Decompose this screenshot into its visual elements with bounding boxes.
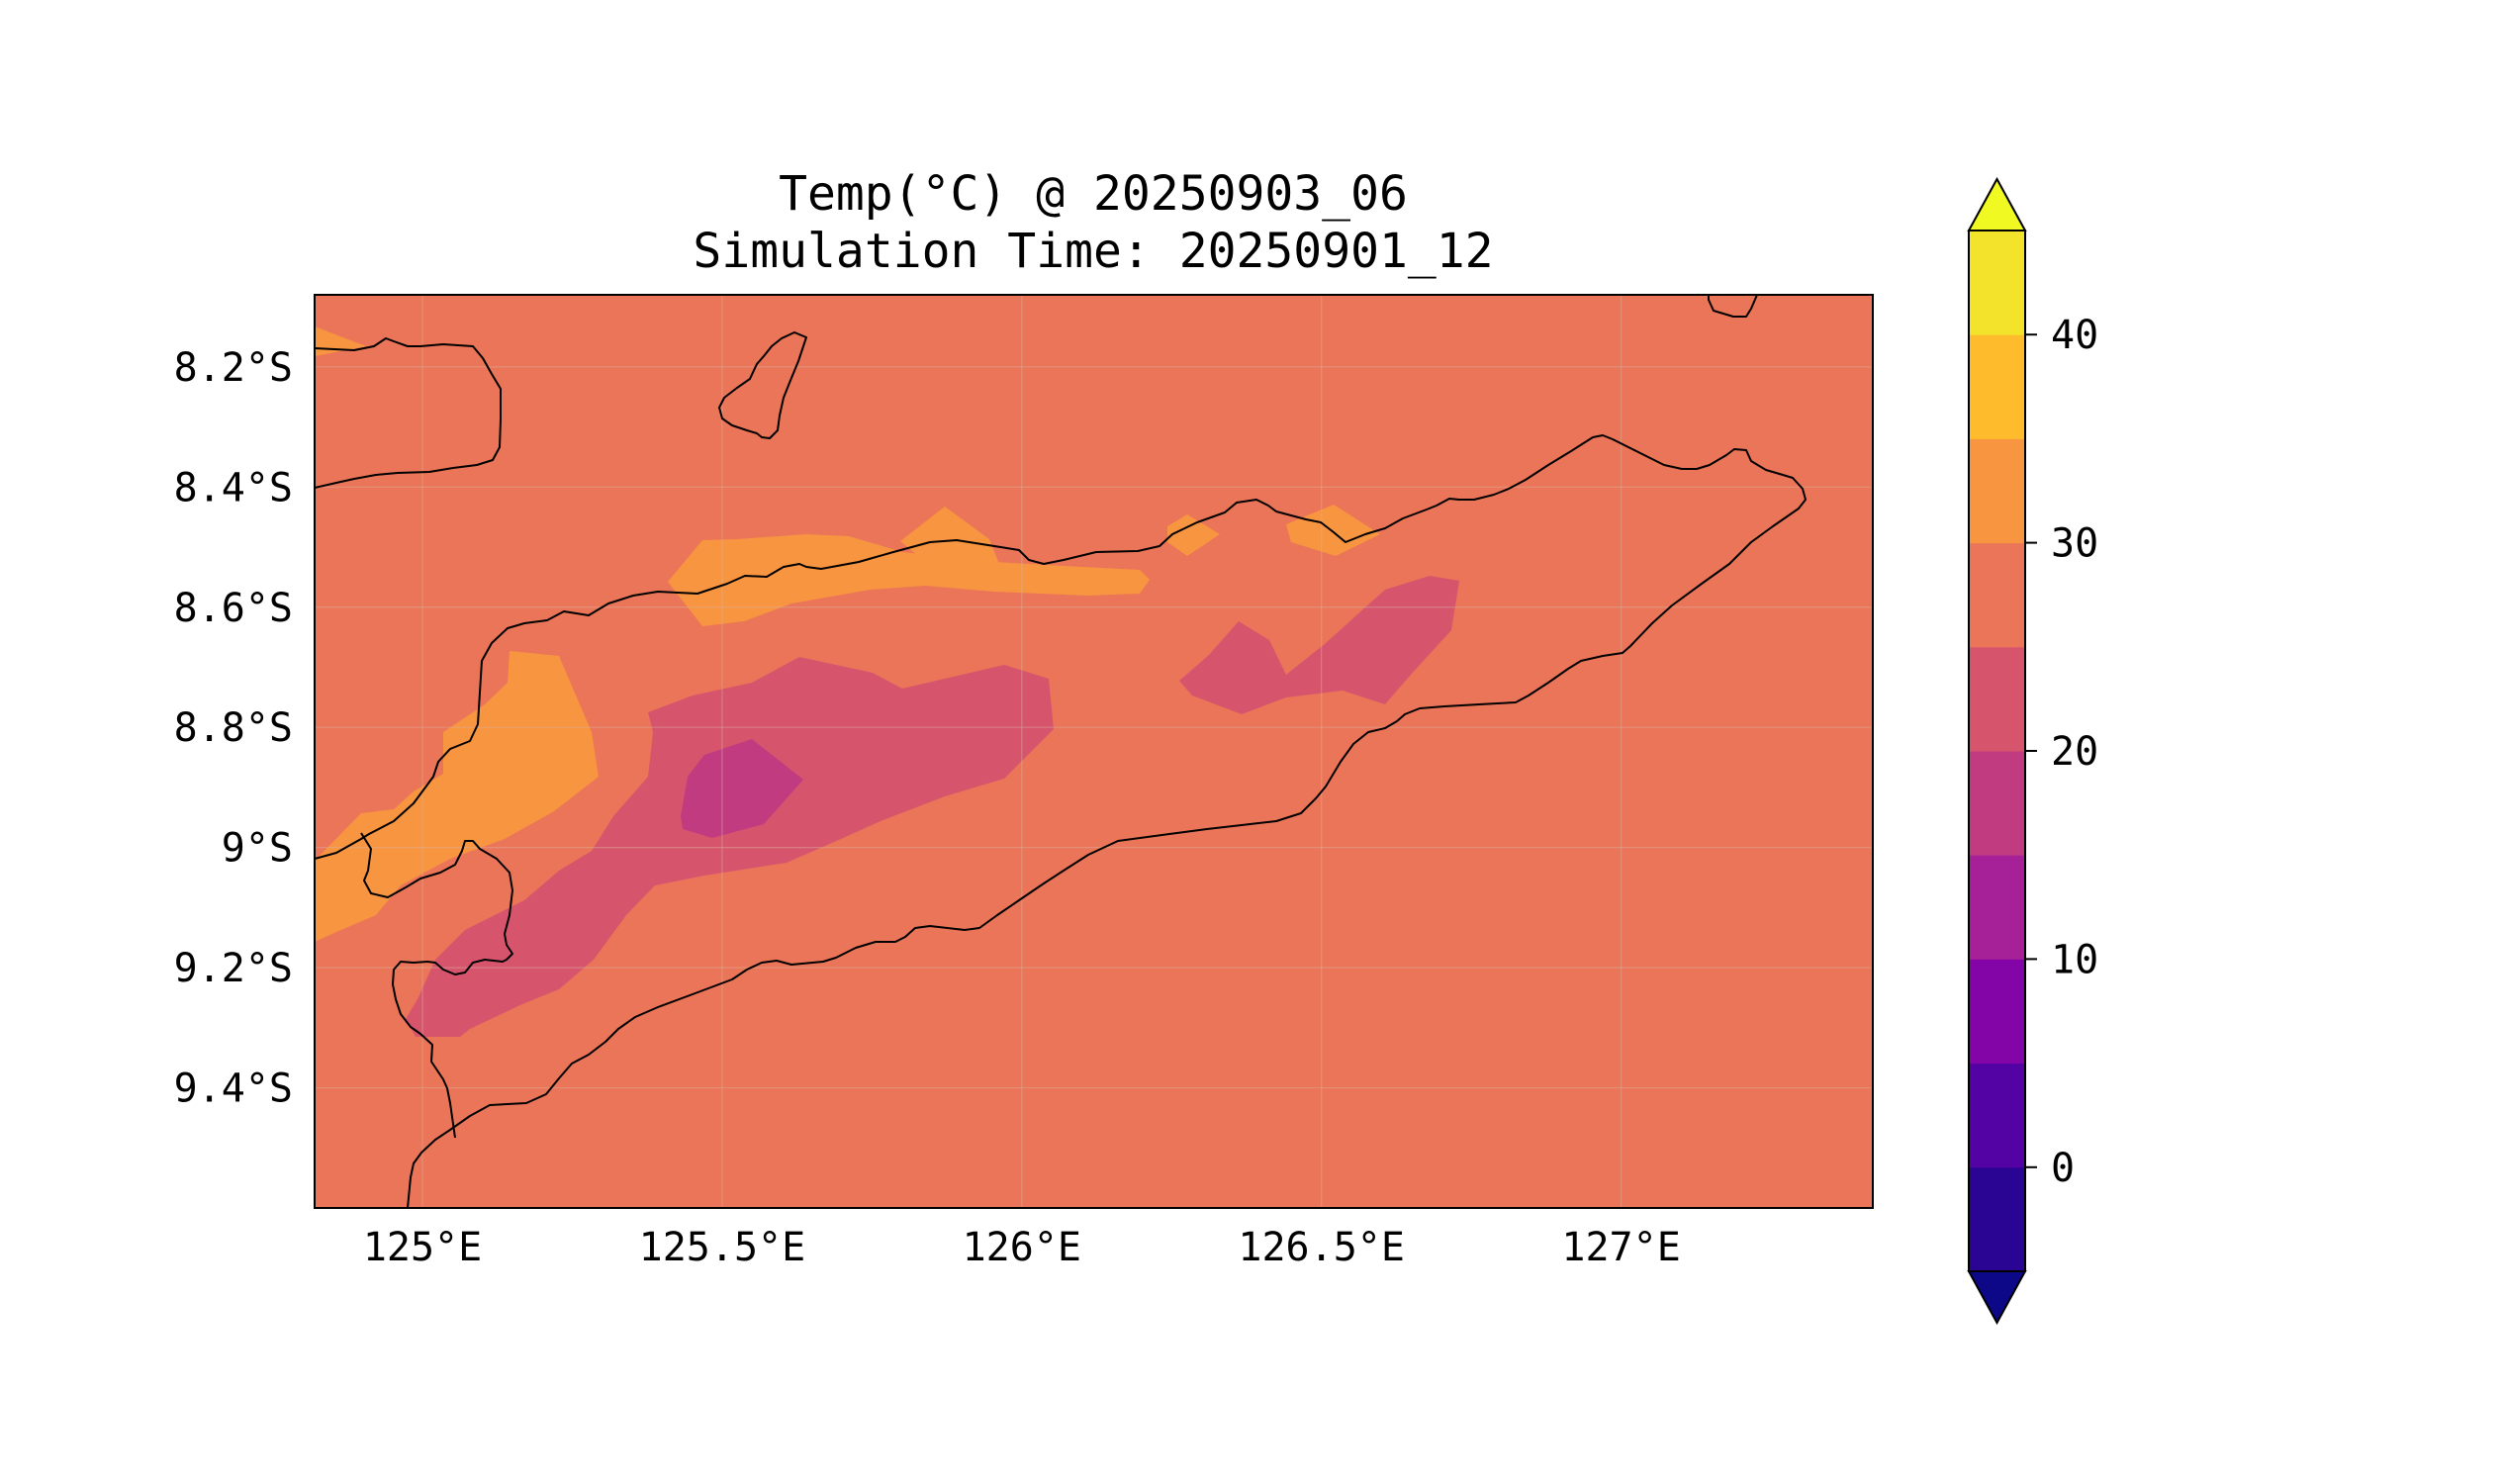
temperature-band-20-25 (406, 657, 1054, 1037)
temperature-band-30-35 (900, 507, 999, 566)
colorbar: 0 10 20 30 40 (1967, 176, 2098, 1326)
colorbar-tick-label: 40 (2051, 313, 2098, 358)
temperature-band-30-35 (1286, 505, 1380, 556)
temperature-band-20-25 (1179, 576, 1459, 714)
colorbar-tick-label: 10 (2051, 937, 2098, 982)
x-tick-label: 126.5°E (1238, 1225, 1405, 1270)
temperature-band-30-35 (668, 534, 1150, 626)
colorbar-segment (1969, 646, 2025, 752)
colorbar-segment (1969, 1166, 2025, 1272)
map-frame (314, 294, 1874, 1209)
map-gridlines (315, 295, 1873, 1208)
colorbar-segment (1969, 1063, 2025, 1168)
temperature-band-15-20 (681, 739, 803, 838)
coastlines (315, 295, 1807, 1208)
colorbar-segment (1969, 438, 2025, 544)
x-tick-label: 125.5°E (639, 1225, 806, 1270)
colorbar-tick-label: 20 (2051, 729, 2098, 775)
x-tick-label: 125°E (363, 1225, 482, 1270)
temperature-band-30-35 (315, 651, 599, 942)
colorbar-segment (1969, 231, 2025, 335)
y-axis: 8.2°S 8.4°S 8.6°S 8.8°S 9°S 9.2°S 9.4°S (174, 345, 293, 1112)
temperature-band-30-35 (1167, 514, 1220, 556)
colorbar-segment (1969, 334, 2025, 439)
colorbar-tick-label: 0 (2051, 1146, 2075, 1191)
x-tick-label: 127°E (1561, 1225, 1680, 1270)
coastline-alor-island (315, 337, 502, 489)
y-tick-label: 8.2°S (174, 345, 293, 391)
map-panel (315, 295, 1873, 1208)
colorbar-tick-label: 30 (2051, 521, 2098, 567)
y-tick-label: 8.6°S (174, 586, 293, 631)
coastline-timor-north-and-border (315, 434, 1807, 1208)
y-tick-label: 9°S (222, 826, 293, 872)
colorbar-segment (1969, 542, 2025, 648)
x-axis: 125°E 125.5°E 126°E 126.5°E 127°E (363, 1225, 1681, 1270)
colorbar-segment (1969, 751, 2025, 856)
colorbar-segment (1969, 959, 2025, 1065)
y-tick-label: 9.2°S (174, 946, 293, 991)
colorbar-under-triangle (1967, 1270, 2027, 1326)
y-tick-label: 9.4°S (174, 1067, 293, 1112)
coastline-oecusse-enclave (360, 832, 513, 1139)
title-line-2: Simulation Time: 20250901_12 (693, 224, 1493, 279)
y-tick-label: 8.8°S (174, 705, 293, 751)
y-tick-label: 8.4°S (174, 465, 293, 510)
x-tick-label: 126°E (963, 1225, 1081, 1270)
coastline-wetar-edge (1708, 295, 1758, 318)
title-line-1: Temp(°C) @ 20250903_06 (779, 166, 1408, 222)
colorbar-over-triangle (1967, 176, 2027, 232)
coastline-atauro-island (718, 331, 807, 439)
colorbar-segment (1969, 855, 2025, 960)
